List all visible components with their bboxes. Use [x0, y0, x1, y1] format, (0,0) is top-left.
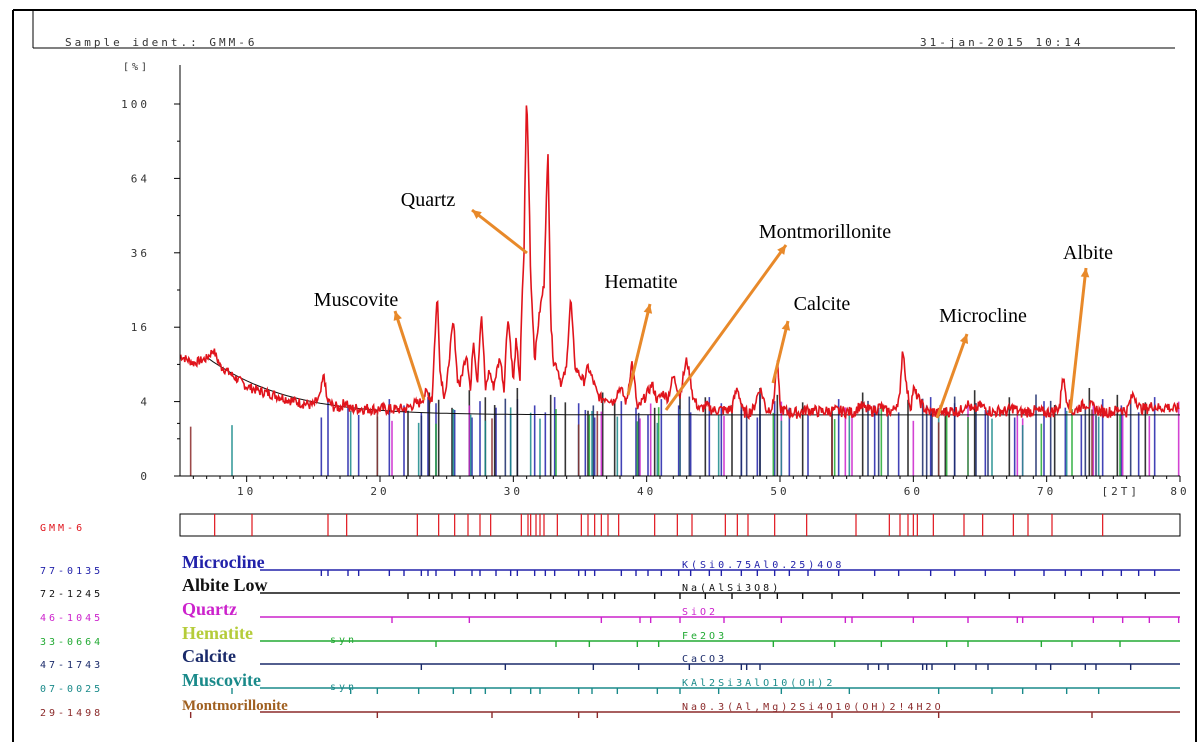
y-tick-label: 64 — [131, 172, 150, 185]
phase-code: 33-0664 — [40, 637, 103, 648]
phase-formula: K(Si0.75Al0.25)4O8 — [682, 560, 844, 571]
annotation-arrowhead — [643, 304, 653, 314]
phase-name: Albite Low — [182, 575, 268, 595]
annotation-arrowhead — [959, 334, 969, 344]
phase-row-microcline: 77-0135 Microcline K(Si0.75Al0.25)4O8 — [40, 552, 1180, 577]
annotation-arrow — [771, 320, 790, 384]
phase-code: 46-1045 — [40, 613, 103, 624]
phase-formula: Na(AlSi3O8) — [682, 583, 781, 594]
y-tick-label: 4 — [140, 396, 150, 409]
sample-ident: Sample ident.: GMM-6 — [65, 36, 257, 49]
phase-row-albite-low: 72-1245 Albite Low Na(AlSi3O8) — [40, 575, 1180, 600]
phase-name: Montmorillonite — [182, 698, 288, 714]
x-tick-label: 40 — [637, 485, 656, 498]
x-tick-label: 30 — [504, 485, 523, 498]
annotation-arrow — [935, 333, 969, 419]
phase-annotations: Quartz Muscovite Hematite Montmorillonite Ca… — [314, 189, 1113, 419]
x-tick-label: 60 — [904, 485, 923, 498]
phase-code: 29-1498 — [40, 708, 103, 719]
annotation-label: Muscovite — [314, 289, 399, 311]
phase-row-montmorillonite: 29-1498 Montmorillonite Na0.3(Al,Mg)2Si4O1… — [40, 698, 1180, 719]
annotation-arrowhead — [1080, 268, 1090, 278]
x-tick-label: 10 — [237, 485, 256, 498]
phase-formula: SiO2 — [682, 607, 718, 618]
phase-extra: syn — [330, 682, 357, 693]
pattern-peak-row: GMM-6 — [40, 513, 1181, 537]
annotation-arrow — [393, 310, 426, 401]
phase-name: Calcite — [182, 646, 236, 666]
x-tick-label: 50 — [770, 485, 789, 498]
plot-axes: 0 4 16 36 64 100 [%] 10 20 30 40 50 60 70 80 [2T] — [121, 62, 1189, 498]
phase-code: 77-0135 — [40, 566, 103, 577]
phase-name: Microcline — [182, 552, 265, 572]
phase-row-hematite: 33-0664 Hematite syn Fe2O3 — [40, 623, 1180, 648]
phase-code: 07-0025 — [40, 684, 103, 695]
x-tick-label: 20 — [370, 485, 389, 498]
phase-formula: CaCO3 — [682, 654, 727, 665]
y-tick-label: 36 — [131, 247, 150, 260]
phase-row-quartz: 46-1045 Quartz SiO2 — [40, 599, 1180, 624]
phase-reference-rows: 77-0135 Microcline K(Si0.75Al0.25)4O8 72-12… — [40, 552, 1180, 719]
phase-formula: Fe2O3 — [682, 631, 727, 642]
y-tick-label: 16 — [131, 321, 150, 334]
y-tick-label: 0 — [140, 470, 150, 483]
diffraction-pattern-line — [179, 105, 1180, 421]
phase-code: 47-1743 — [40, 660, 103, 671]
annotation-label: Calcite — [794, 293, 851, 315]
pattern-peak-box — [179, 513, 1181, 537]
phase-extra: syn — [330, 635, 357, 646]
phase-code: 72-1245 — [40, 589, 103, 600]
annotation-label: Albite — [1063, 242, 1113, 264]
phase-row-muscovite: 07-0025 Muscovite syn KAl2Si3AlO10(OH)2 — [40, 670, 1180, 695]
phase-name: Quartz — [182, 599, 237, 619]
annotation-arrowhead — [393, 311, 402, 321]
x-tick-label: 70 — [1037, 485, 1056, 498]
annotation-label: Quartz — [401, 189, 456, 211]
annotation-arrow — [664, 244, 788, 411]
annotation-arrow — [626, 303, 652, 396]
x-tick-label: 80 — [1170, 485, 1189, 498]
y-axis-label: [%] — [123, 62, 150, 73]
annotation-label: Montmorillonite — [759, 221, 891, 243]
phase-formula: KAl2Si3AlO10(OH)2 — [682, 678, 835, 689]
diffraction-plot — [179, 105, 1180, 476]
annotation-arrowhead — [781, 321, 791, 331]
phase-name: Muscovite — [182, 670, 261, 690]
y-tick-label: 100 — [121, 98, 150, 111]
annotation-label: Microcline — [939, 305, 1027, 327]
phase-name: Hematite — [182, 623, 253, 643]
annotation-arrow — [1068, 267, 1088, 414]
annotation-label: Hematite — [604, 271, 677, 293]
phase-row-calcite: 47-1743 Calcite CaCO3 — [40, 646, 1180, 671]
annotation-arrowhead — [472, 210, 482, 219]
phase-formula: Na0.3(Al,Mg)2Si4O10(OH)2!4H2O — [682, 702, 944, 713]
annotation-arrowhead — [777, 245, 786, 255]
report-date: 31-jan-2015 10:14 — [920, 36, 1084, 49]
x-axis-label: [2T] — [1102, 485, 1141, 498]
pattern-code: GMM-6 — [40, 523, 85, 534]
annotation-arrow — [471, 208, 528, 255]
